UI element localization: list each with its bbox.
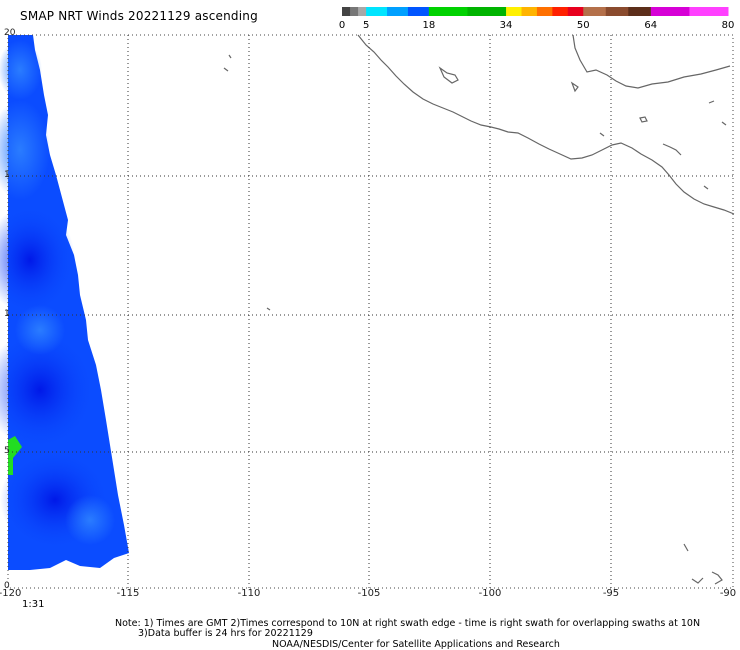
colorbar-label: 18 <box>422 20 436 31</box>
coastline <box>223 34 735 585</box>
lat-tick-0: 0 <box>4 581 10 591</box>
colorbar-swatch <box>506 7 522 16</box>
lon-tick-110: -110 <box>237 588 261 599</box>
colorbar-label: 50 <box>576 20 590 31</box>
lon-tick-95: -95 <box>602 588 620 599</box>
colorbar-swatch <box>628 7 652 16</box>
wind-speed-colorbar <box>342 7 729 16</box>
colorbar-swatch <box>689 7 729 16</box>
high-wind-patch <box>8 436 22 475</box>
colorbar-swatch <box>650 7 690 16</box>
colorbar-swatch <box>552 7 569 16</box>
colorbar-label: 0 <box>338 20 346 31</box>
note-line-2: 3)Data buffer is 24 hrs for 20221129 <box>138 628 313 639</box>
wind-swath <box>0 35 129 570</box>
lat-tick-20: 20 <box>4 28 16 38</box>
colorbar-swatch <box>366 7 388 16</box>
colorbar-label: 5 <box>362 20 370 31</box>
colorbar-swatch <box>428 7 468 16</box>
colorbar-swatch <box>342 7 351 16</box>
colorbar-label: 64 <box>644 20 658 31</box>
lon-tick-90: -90 <box>719 588 737 599</box>
colorbar-label: 80 <box>721 20 735 31</box>
colorbar-label: 34 <box>499 20 513 31</box>
swath-time-label: 1:31 <box>22 599 45 610</box>
map-title: SMAP NRT Winds 20221129 ascending <box>20 9 258 23</box>
colorbar-swatch <box>350 7 359 16</box>
lon-tick-115: -115 <box>116 588 140 599</box>
colorbar-swatch <box>583 7 607 16</box>
lat-lon-grid <box>8 35 733 588</box>
colorbar-swatch <box>407 7 430 16</box>
lon-tick-100: -100 <box>478 588 502 599</box>
lat-tick-5: 5 <box>4 446 10 456</box>
colorbar-swatch <box>467 7 507 16</box>
credit-line: NOAA/NESDIS/Center for Satellite Applica… <box>272 639 560 650</box>
colorbar-swatch <box>358 7 367 16</box>
note-line-1: Note: 1) Times are GMT 2)Times correspon… <box>115 618 701 629</box>
colorbar-swatch <box>521 7 538 16</box>
colorbar-swatch <box>567 7 584 16</box>
lat-tick-15: 1 <box>4 170 10 180</box>
lon-tick-105: -105 <box>357 588 381 599</box>
lon-tick-120: -120 <box>0 588 22 599</box>
lat-tick-10: 1 <box>4 309 10 319</box>
colorbar-swatch <box>536 7 553 16</box>
map-frame <box>7 34 734 589</box>
colorbar-swatch <box>387 7 409 16</box>
colorbar-swatch <box>605 7 629 16</box>
